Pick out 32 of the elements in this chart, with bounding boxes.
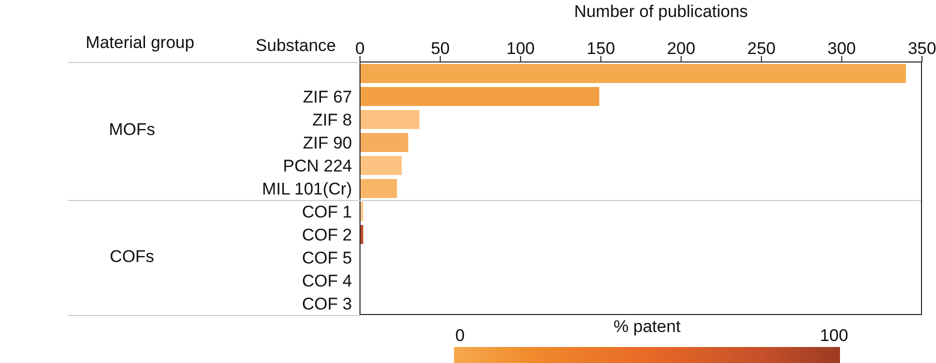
- y-tick-label: COF 1: [302, 202, 352, 222]
- y-tick-label: MIL 101(Cr): [262, 180, 352, 199]
- x-tick-label: 0: [355, 39, 365, 58]
- bar: [360, 64, 906, 83]
- x-tick-label: 150: [586, 39, 616, 58]
- x-tick-label: 100: [506, 39, 535, 58]
- text: Material group: [86, 33, 194, 52]
- y-tick-label: ZIF 8: [312, 110, 352, 130]
- y-tick-label: ZIF 67: [302, 88, 352, 107]
- x-tick-label: 300: [828, 39, 856, 58]
- y-tick-label: COF 5: [302, 248, 352, 268]
- y-tick-label: COF 2: [302, 226, 352, 245]
- bar: [360, 87, 600, 106]
- y-tick-label: PCN 224: [283, 156, 352, 176]
- x-tick-label: 250: [747, 39, 776, 58]
- color-bar-label: 0: [454, 326, 466, 346]
- color-bar-title: % patent: [612, 317, 682, 337]
- text: MOFs: [108, 120, 156, 140]
- bar: [360, 110, 420, 129]
- x-tick-label: 350: [908, 39, 936, 58]
- x-axis-title: Number of publications: [573, 2, 749, 22]
- y-tick-label: ZIF 90: [302, 134, 352, 153]
- bar: [360, 156, 402, 175]
- text: COFs: [108, 246, 156, 266]
- bar: [360, 179, 397, 198]
- y-tick-label: COF 4: [302, 272, 352, 291]
- x-tick-label: 50: [430, 39, 450, 58]
- y-axis-title: Substance: [256, 36, 336, 55]
- y-tick-label: COF 3: [302, 294, 352, 314]
- bar: [360, 133, 408, 152]
- x-tick-label: 200: [666, 39, 696, 58]
- color-bar-label: 100: [818, 326, 850, 346]
